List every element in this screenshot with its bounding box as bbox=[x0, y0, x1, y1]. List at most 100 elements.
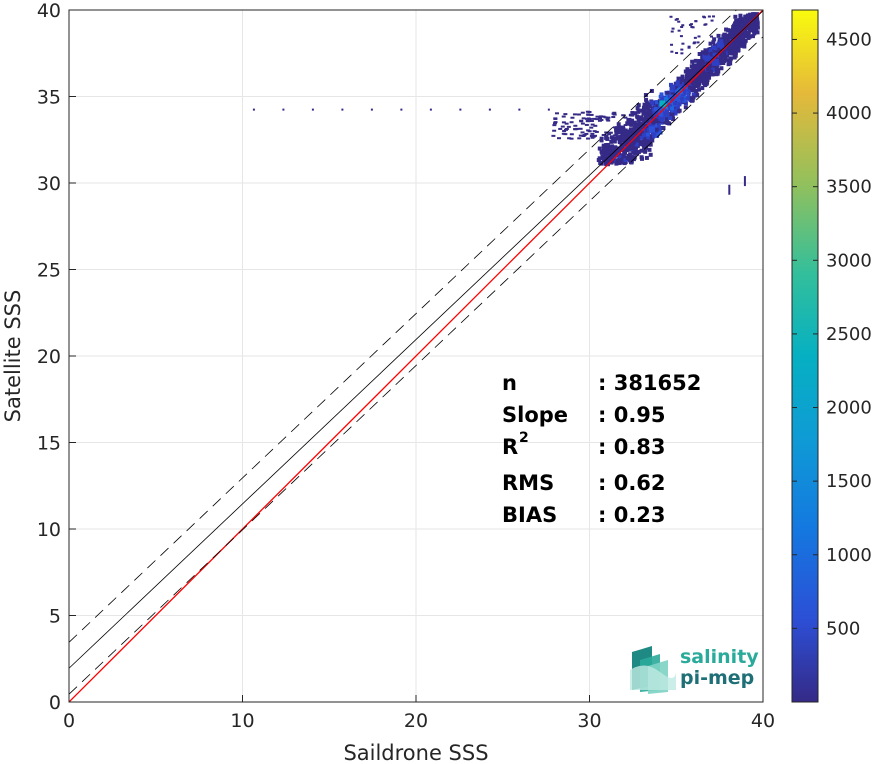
density-cell bbox=[597, 146, 602, 151]
density-cell bbox=[595, 118, 600, 121]
density-cell bbox=[622, 150, 627, 155]
density-cell bbox=[695, 79, 700, 84]
density-cell bbox=[642, 145, 647, 150]
density-cell bbox=[680, 74, 685, 79]
density-cell bbox=[644, 142, 649, 147]
density-cell bbox=[632, 121, 637, 124]
density-cell bbox=[634, 142, 639, 147]
density-cell bbox=[627, 117, 632, 122]
density-cell bbox=[625, 130, 630, 135]
density-cell bbox=[636, 109, 641, 114]
density-cell bbox=[670, 96, 675, 101]
density-cell bbox=[569, 133, 574, 136]
density-peak bbox=[629, 138, 636, 145]
density-cell bbox=[631, 111, 636, 114]
density-cell bbox=[606, 149, 611, 154]
density-peak bbox=[612, 150, 619, 157]
density-cell bbox=[671, 85, 676, 90]
density-cell bbox=[627, 123, 632, 126]
density-cell bbox=[641, 105, 646, 110]
density-cell bbox=[582, 134, 587, 137]
density-cell bbox=[689, 64, 694, 69]
density-cell bbox=[629, 160, 634, 165]
density-cell bbox=[653, 123, 658, 128]
isolated-point bbox=[282, 108, 285, 111]
isolated-point bbox=[728, 184, 731, 195]
density-cell bbox=[708, 48, 713, 53]
density-cells bbox=[252, 12, 760, 195]
density-cell bbox=[561, 121, 566, 124]
density-cell bbox=[637, 117, 642, 120]
density-cell bbox=[685, 77, 690, 82]
density-cell bbox=[691, 92, 696, 97]
colorbar-tick-label: 1000 bbox=[826, 545, 872, 566]
density-cell bbox=[708, 41, 713, 46]
density-cell bbox=[632, 145, 637, 150]
density-cell bbox=[602, 148, 607, 153]
density-cell bbox=[663, 120, 668, 125]
isolated-point bbox=[311, 108, 314, 111]
logo-line1: salinity bbox=[680, 646, 759, 668]
density-cell bbox=[710, 72, 715, 77]
density-cell bbox=[679, 35, 683, 38]
density-cell bbox=[680, 25, 684, 28]
density-cell bbox=[644, 155, 649, 160]
density-cell bbox=[592, 117, 597, 120]
density-cell bbox=[716, 33, 721, 38]
salinity-pi-mep-logo: salinity pi-mep bbox=[630, 646, 759, 694]
y-tick-label: 25 bbox=[37, 260, 61, 282]
density-cell bbox=[643, 111, 648, 116]
colorbar-ticks: 500 1000 1500 2000 2500 3000 3500 4000 4500 bbox=[792, 29, 872, 639]
density-cell bbox=[660, 97, 665, 102]
density-cell bbox=[621, 125, 626, 128]
density-cell bbox=[751, 12, 756, 17]
density-cell bbox=[676, 76, 681, 81]
density-cell bbox=[713, 46, 718, 51]
density-cell bbox=[669, 94, 674, 99]
isolated-point bbox=[252, 108, 255, 111]
density-cell bbox=[558, 127, 563, 130]
density-cell bbox=[692, 42, 696, 45]
density-cell bbox=[693, 36, 697, 39]
density-cell bbox=[645, 132, 650, 137]
density-cell bbox=[572, 113, 577, 116]
density-cell bbox=[698, 79, 703, 84]
density-cell bbox=[656, 124, 661, 129]
density-cell bbox=[655, 132, 660, 137]
density-cell bbox=[670, 102, 675, 107]
density-cell bbox=[599, 115, 604, 118]
density-cell bbox=[639, 130, 644, 135]
density-cell bbox=[731, 24, 736, 29]
density-cell bbox=[639, 115, 644, 120]
stat-key: RMS bbox=[502, 471, 554, 495]
density-cell bbox=[678, 84, 683, 89]
density-cell bbox=[586, 137, 591, 140]
density-cell bbox=[612, 139, 617, 144]
stat-key: n bbox=[502, 371, 517, 395]
density-cell bbox=[705, 77, 710, 82]
density-cell bbox=[714, 65, 719, 70]
density-cell bbox=[755, 30, 760, 35]
density-cell bbox=[697, 35, 701, 38]
density-cell bbox=[604, 153, 609, 158]
stat-key: BIAS bbox=[502, 503, 557, 527]
density-cell bbox=[731, 29, 736, 34]
density-cell bbox=[646, 122, 651, 127]
density-cell bbox=[586, 113, 591, 116]
stat-value: : 0.95 bbox=[598, 403, 666, 427]
density-cell bbox=[647, 103, 652, 108]
density-cell bbox=[587, 110, 592, 113]
density-cell bbox=[643, 139, 648, 144]
density-cell bbox=[624, 135, 629, 140]
density-cell bbox=[621, 130, 626, 135]
density-cell bbox=[680, 96, 685, 101]
density-cell bbox=[553, 117, 558, 120]
colorbar-tick-label: 3000 bbox=[826, 250, 872, 271]
density-cell bbox=[665, 120, 670, 125]
density-cell bbox=[691, 26, 695, 29]
density-cell bbox=[670, 92, 675, 97]
density-cell bbox=[578, 127, 583, 130]
density-cell bbox=[646, 135, 651, 140]
density-cell bbox=[672, 88, 677, 93]
density-cell bbox=[677, 29, 681, 32]
